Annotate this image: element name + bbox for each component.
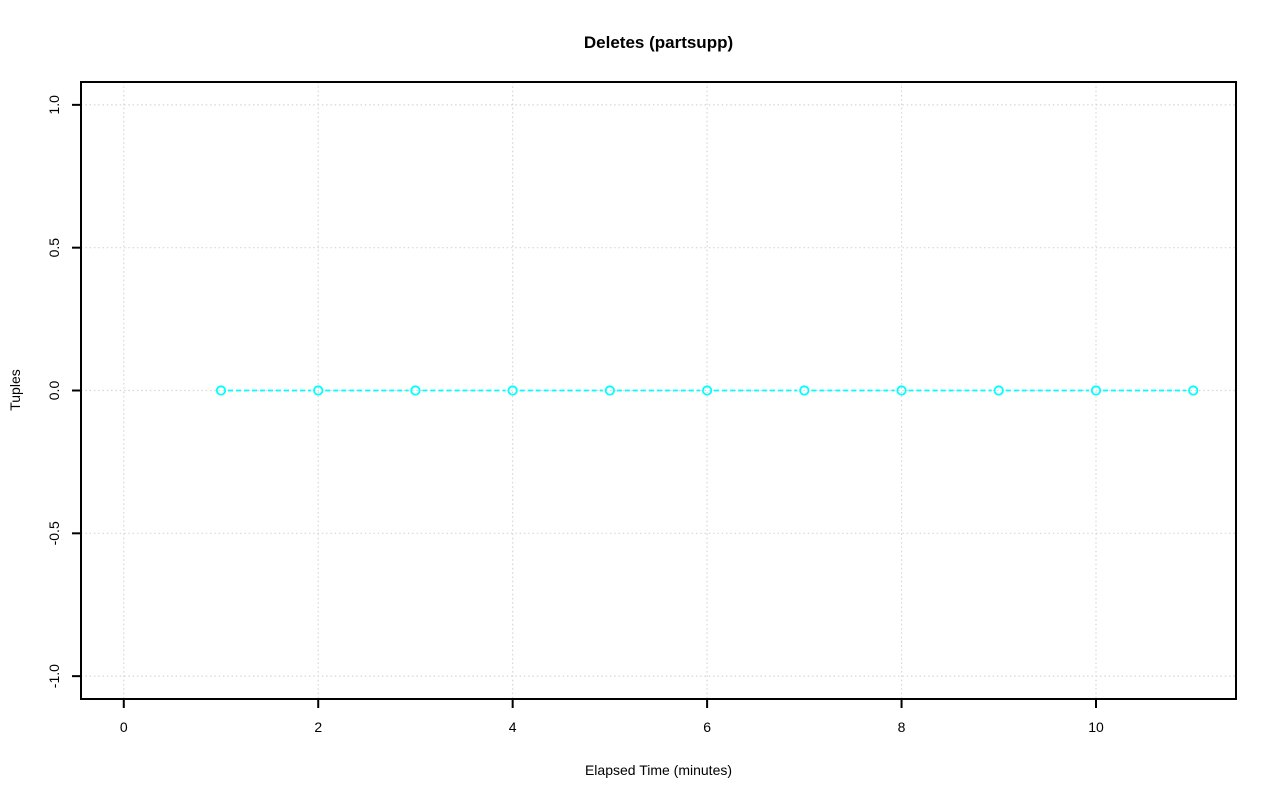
data-point (993, 385, 1004, 396)
data-point (507, 385, 518, 396)
y-tick-label: -1.0 (46, 664, 62, 688)
data-point (896, 385, 907, 396)
data-point (799, 385, 810, 396)
y-axis-label: Tuples (7, 369, 23, 411)
y-tick-label: 0.0 (46, 381, 62, 401)
data-point (215, 385, 227, 396)
y-tick-label: -0.5 (46, 521, 62, 545)
plot-box (80, 81, 1237, 700)
chart-title: Deletes (partsupp) (583, 33, 734, 52)
x-tick-label: 2 (314, 719, 322, 735)
x-tick-label: 4 (509, 719, 517, 735)
x-tick-label: 0 (120, 719, 128, 735)
x-tick-label: 8 (898, 719, 906, 735)
x-tick-label: 6 (703, 719, 711, 735)
data-point (702, 385, 713, 396)
data-point (604, 385, 615, 396)
data-point (313, 385, 324, 396)
data-point (410, 385, 421, 396)
y-tick-label: 0.5 (46, 238, 62, 258)
x-axis-label: Elapsed Time (minutes) (584, 762, 733, 778)
data-point (1090, 385, 1102, 396)
x-tick-label: 10 (1088, 719, 1104, 735)
data-point (1188, 385, 1199, 396)
y-tick-label: 1.0 (46, 95, 62, 115)
